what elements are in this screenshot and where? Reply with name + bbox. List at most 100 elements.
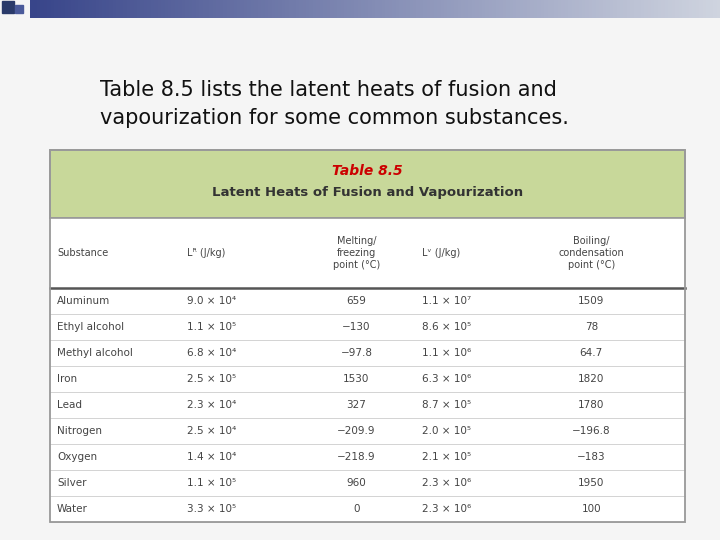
Bar — [693, 0, 697, 18]
Bar — [109, 0, 114, 18]
Bar — [562, 0, 566, 18]
Text: Substance: Substance — [57, 248, 108, 258]
Bar — [165, 0, 169, 18]
Bar — [154, 0, 158, 18]
Text: Iron: Iron — [57, 374, 77, 384]
Bar — [181, 0, 186, 18]
Bar — [447, 0, 452, 18]
Bar — [127, 0, 131, 18]
Bar — [85, 0, 90, 18]
Bar — [220, 0, 224, 18]
Bar — [431, 0, 435, 18]
Bar — [716, 0, 720, 18]
Text: Melting/
freezing
point (°C): Melting/ freezing point (°C) — [333, 236, 380, 270]
Bar — [710, 0, 714, 18]
Bar — [441, 0, 445, 18]
Bar — [268, 0, 272, 18]
Bar — [458, 0, 462, 18]
Bar — [192, 0, 197, 18]
Bar — [451, 0, 455, 18]
Text: 8.6 × 10⁵: 8.6 × 10⁵ — [422, 322, 472, 332]
Text: −218.9: −218.9 — [337, 452, 376, 462]
Text: −97.8: −97.8 — [341, 348, 372, 358]
Bar — [593, 0, 597, 18]
Text: 78: 78 — [585, 322, 598, 332]
Bar — [285, 0, 289, 18]
Text: 6.8 × 10⁴: 6.8 × 10⁴ — [187, 348, 236, 358]
Text: 2.3 × 10⁴: 2.3 × 10⁴ — [187, 400, 236, 410]
Bar — [92, 0, 96, 18]
Bar — [641, 0, 645, 18]
Bar — [150, 0, 156, 18]
Bar — [44, 0, 48, 18]
Bar — [261, 0, 266, 18]
Bar — [344, 0, 348, 18]
Bar — [603, 0, 607, 18]
Bar — [82, 0, 86, 18]
Bar — [537, 0, 541, 18]
Bar — [33, 0, 38, 18]
Bar — [382, 0, 387, 18]
Bar — [589, 0, 593, 18]
Bar — [454, 0, 459, 18]
Bar — [258, 0, 262, 18]
Bar — [620, 0, 624, 18]
Text: 1509: 1509 — [578, 296, 605, 306]
Bar — [464, 0, 469, 18]
Text: 1.4 × 10⁴: 1.4 × 10⁴ — [187, 452, 236, 462]
Text: 2.5 × 10⁴: 2.5 × 10⁴ — [187, 426, 236, 436]
Bar — [323, 0, 328, 18]
Text: 1820: 1820 — [578, 374, 605, 384]
Bar — [678, 0, 683, 18]
Text: 100: 100 — [582, 504, 601, 514]
Bar — [30, 0, 35, 18]
Bar — [572, 0, 576, 18]
Bar — [706, 0, 711, 18]
Text: Oxygen: Oxygen — [57, 452, 97, 462]
Text: 1950: 1950 — [578, 478, 605, 488]
Bar — [123, 0, 127, 18]
Bar — [306, 0, 310, 18]
Bar — [279, 0, 283, 18]
Bar — [120, 0, 124, 18]
Bar — [547, 0, 552, 18]
Bar — [503, 0, 507, 18]
Bar — [254, 0, 258, 18]
Bar — [420, 0, 424, 18]
Bar — [358, 0, 362, 18]
Bar — [310, 0, 314, 18]
Text: −196.8: −196.8 — [572, 426, 611, 436]
Bar — [282, 0, 287, 18]
Bar — [624, 0, 628, 18]
Bar — [78, 0, 83, 18]
Bar — [699, 0, 703, 18]
Bar — [133, 0, 138, 18]
Bar — [423, 0, 428, 18]
Bar — [275, 0, 279, 18]
Bar — [689, 0, 693, 18]
Bar — [485, 0, 490, 18]
Bar — [616, 0, 621, 18]
Bar — [237, 0, 241, 18]
Bar — [368, 0, 372, 18]
Bar — [582, 0, 587, 18]
Bar — [413, 0, 418, 18]
Bar — [50, 150, 685, 522]
Bar — [330, 0, 335, 18]
Bar — [472, 0, 476, 18]
Bar — [196, 0, 200, 18]
Text: Latent Heats of Fusion and Vapourization: Latent Heats of Fusion and Vapourization — [212, 186, 523, 199]
Bar — [227, 0, 231, 18]
Text: Table 8.5 lists the latent heats of fusion and
vapourization for some common sub: Table 8.5 lists the latent heats of fusi… — [100, 80, 569, 128]
Bar — [213, 0, 217, 18]
Bar — [513, 0, 518, 18]
Text: Lead: Lead — [57, 400, 82, 410]
Bar — [627, 0, 631, 18]
Text: Water: Water — [57, 504, 88, 514]
Text: 2.0 × 10⁵: 2.0 × 10⁵ — [422, 426, 471, 436]
Bar — [482, 0, 487, 18]
Bar — [179, 0, 183, 18]
Bar — [113, 0, 117, 18]
Bar — [634, 0, 638, 18]
Bar — [541, 0, 545, 18]
